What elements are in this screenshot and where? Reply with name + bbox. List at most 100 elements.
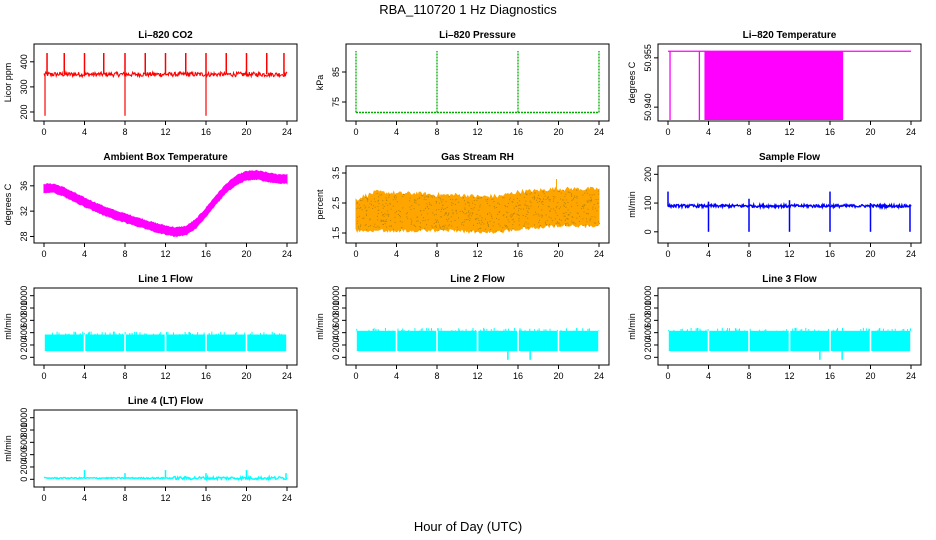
rh-dot bbox=[373, 198, 375, 200]
flow-band-segment bbox=[85, 334, 125, 352]
x-tick-label: 4 bbox=[82, 127, 87, 137]
rh-dot bbox=[457, 229, 459, 231]
x-tick-label: 12 bbox=[784, 127, 794, 137]
rh-dot bbox=[440, 216, 442, 218]
rh-dot bbox=[447, 220, 449, 222]
rh-dot bbox=[480, 227, 482, 229]
x-tick-label: 8 bbox=[434, 249, 439, 259]
rh-dot bbox=[533, 198, 535, 200]
x-tick-label: 0 bbox=[665, 371, 670, 381]
rh-dot bbox=[569, 192, 571, 194]
rh-dot bbox=[515, 205, 517, 207]
rh-dot bbox=[414, 198, 416, 200]
rh-dot bbox=[563, 202, 565, 204]
y-tick-label: 0 bbox=[643, 355, 653, 360]
rh-dot bbox=[430, 204, 432, 206]
rh-dot bbox=[559, 218, 560, 220]
rh-dot bbox=[473, 197, 475, 199]
rh-dot bbox=[471, 215, 472, 217]
rh-dot bbox=[366, 197, 368, 199]
rh-dot bbox=[361, 200, 363, 202]
rh-dot bbox=[386, 214, 388, 216]
rh-dot bbox=[558, 208, 560, 210]
rh-dot bbox=[451, 209, 453, 211]
rh-dot bbox=[527, 217, 529, 219]
rh-dot bbox=[447, 215, 449, 217]
rh-dot bbox=[468, 216, 470, 218]
rh-dot bbox=[436, 202, 437, 204]
rh-dot bbox=[359, 199, 361, 201]
rh-dot bbox=[477, 197, 479, 199]
rh-dot bbox=[382, 220, 384, 222]
rh-dot bbox=[539, 219, 540, 221]
y-axis-label: degrees C bbox=[3, 183, 13, 225]
rh-dot bbox=[530, 202, 532, 204]
x-tick-label: 20 bbox=[865, 249, 875, 259]
rh-dot bbox=[426, 203, 428, 205]
rh-dot bbox=[565, 206, 567, 208]
rh-dot bbox=[571, 194, 573, 196]
rh-dot bbox=[424, 196, 426, 198]
rh-dot bbox=[560, 206, 562, 208]
rh-dot bbox=[377, 219, 379, 221]
rh-dot bbox=[382, 214, 383, 216]
rh-dot bbox=[525, 194, 527, 196]
rh-dot bbox=[506, 206, 508, 208]
rh-dot bbox=[550, 208, 552, 210]
y-tick-label: 600 bbox=[643, 313, 653, 328]
x-tick-label: 4 bbox=[82, 493, 87, 503]
rh-dot bbox=[506, 226, 508, 228]
rh-dot bbox=[395, 195, 396, 197]
rh-dot bbox=[560, 219, 562, 221]
rh-dot bbox=[505, 225, 506, 227]
panel-10: Line 4 (LT) Flow ml/min 0 4 8 12 16 20 24 0 200400… bbox=[3, 396, 298, 503]
rh-dot bbox=[518, 204, 520, 206]
series-data bbox=[356, 327, 599, 360]
rh-dot bbox=[387, 210, 389, 212]
panel-title: Sample Flow bbox=[759, 152, 820, 163]
rh-dot bbox=[372, 208, 374, 209]
rh-dot bbox=[477, 228, 479, 230]
rh-dot bbox=[564, 219, 566, 221]
rh-dot bbox=[356, 203, 358, 205]
rh-dot bbox=[565, 193, 567, 195]
rh-dot bbox=[445, 201, 447, 203]
rh-dot bbox=[405, 213, 407, 215]
rh-dot bbox=[509, 215, 511, 217]
flow-band-segment bbox=[668, 330, 708, 352]
x-tick-label: 0 bbox=[353, 127, 358, 137]
rh-dot bbox=[539, 198, 541, 199]
rh-dot bbox=[586, 200, 588, 202]
x-tick-label: 20 bbox=[553, 127, 563, 137]
rh-dot bbox=[567, 218, 569, 220]
rh-dot bbox=[526, 207, 527, 209]
rh-dot bbox=[493, 221, 495, 223]
rh-dot bbox=[473, 224, 474, 226]
rh-dot bbox=[428, 208, 430, 210]
rh-dot bbox=[377, 209, 379, 211]
rh-dot bbox=[470, 230, 472, 232]
rh-dot bbox=[459, 211, 461, 212]
rh-dot bbox=[525, 216, 527, 218]
rh-dot bbox=[413, 224, 415, 226]
y-tick-label: 1000 bbox=[19, 408, 29, 428]
rh-dot bbox=[541, 201, 543, 202]
panel-6: Sample Flow ml/min 0 4 8 12 16 20 24 0 100 200 bbox=[627, 152, 922, 259]
rh-dot bbox=[488, 225, 489, 227]
rh-dot bbox=[553, 190, 555, 192]
rh-dot bbox=[390, 208, 392, 210]
rh-dot bbox=[386, 200, 388, 201]
rh-dot bbox=[464, 219, 466, 221]
rh-dot bbox=[454, 220, 456, 221]
rh-dot bbox=[570, 193, 572, 195]
rh-dot bbox=[576, 189, 578, 191]
rh-dot bbox=[420, 226, 422, 228]
rh-dot bbox=[573, 221, 575, 223]
rh-dot bbox=[562, 212, 564, 214]
rh-dot bbox=[392, 205, 394, 207]
x-tick-label: 16 bbox=[825, 127, 835, 137]
rh-dot bbox=[548, 210, 550, 212]
plot-frame bbox=[33, 287, 298, 366]
rh-dot bbox=[399, 211, 401, 213]
rh-dot bbox=[394, 221, 396, 223]
